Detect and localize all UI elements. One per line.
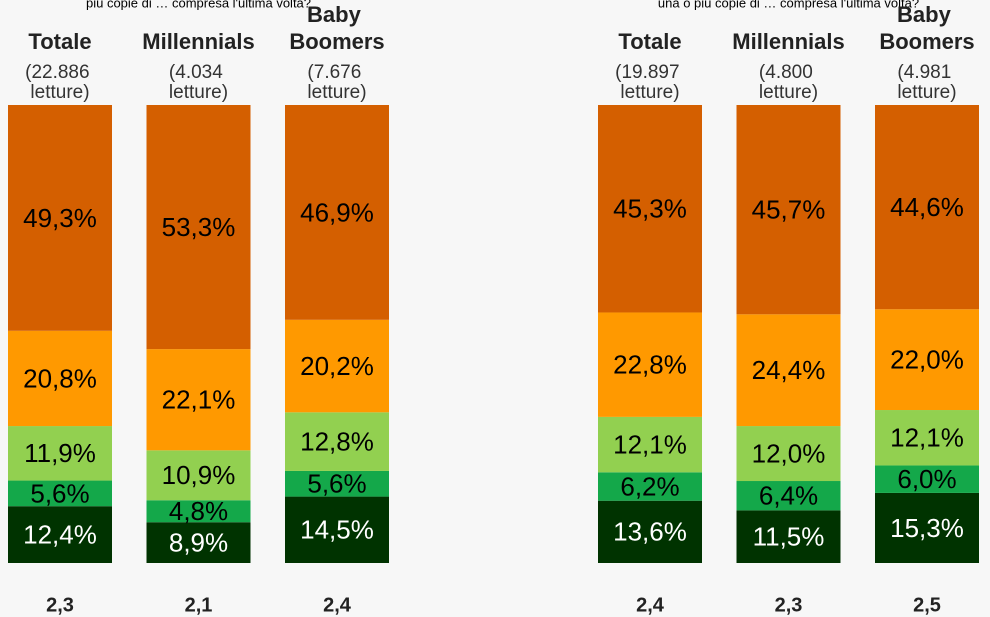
value-label: 12,4%	[23, 519, 97, 549]
bar-segment	[8, 426, 112, 481]
category-label: Baby Boomers	[879, 2, 974, 54]
bar-segment	[875, 492, 979, 563]
value-label: 53,3%	[162, 212, 236, 242]
sublabel: (4.034 letture)	[169, 62, 228, 103]
bar-segment	[598, 472, 702, 501]
value-label: 15,3%	[890, 513, 964, 543]
sublabel: (4.800 letture)	[759, 62, 818, 103]
value-label: 11,9%	[24, 438, 96, 468]
subtitle: più copie di … compresa l'ultima volta?	[86, 0, 311, 10]
value-label: 12,8%	[300, 427, 374, 457]
value-label: 22,0%	[890, 345, 964, 375]
total-label: 2,4	[323, 594, 352, 616]
total-label: 2,1	[185, 594, 213, 616]
category-label: Totale	[28, 29, 91, 54]
bar-segment	[875, 410, 979, 466]
value-label: 46,9%	[300, 197, 374, 227]
sublabel: (4.981 letture)	[897, 62, 956, 103]
value-label: 45,3%	[613, 194, 687, 224]
value-label: 4,8%	[169, 496, 228, 526]
value-label: 12,0%	[752, 438, 826, 468]
value-label: 45,7%	[752, 195, 826, 225]
bar-segment	[146, 349, 251, 451]
value-label: 22,8%	[613, 350, 687, 380]
value-label: 5,6%	[30, 478, 89, 508]
sublabel: (19.897 letture)	[615, 62, 685, 103]
total-label: 2,3	[46, 594, 74, 616]
category-label: Totale	[618, 29, 681, 54]
total-label: 2,3	[775, 594, 803, 616]
total-label: 2,5	[913, 594, 941, 616]
bar-segment	[285, 105, 389, 320]
bar-segment	[285, 496, 389, 563]
bar-segment	[736, 481, 841, 511]
subtitle: una o più copie di … compresa l'ultima v…	[658, 0, 919, 10]
value-label: 24,4%	[752, 355, 826, 385]
bar-segment	[8, 105, 112, 331]
value-label: 11,5%	[753, 522, 825, 552]
value-label: 20,2%	[300, 351, 374, 381]
bar-segment	[8, 480, 112, 507]
bar-segment	[285, 319, 389, 413]
bar-segment	[8, 330, 112, 427]
category-label: Millennials	[732, 29, 844, 54]
bar-segment	[598, 312, 702, 417]
bar-segment	[146, 522, 251, 563]
bar-segment	[146, 500, 251, 523]
bar-segment	[875, 105, 979, 310]
bar-segment	[285, 470, 389, 497]
value-label: 6,2%	[620, 471, 679, 501]
value-label: 12,1%	[613, 429, 687, 459]
category-label: Baby Boomers	[289, 2, 384, 54]
value-label: 10,9%	[162, 460, 236, 490]
bar-segment	[598, 416, 702, 473]
bar-segment	[8, 506, 112, 563]
sublabel: (22.886 letture)	[25, 62, 95, 103]
value-label: 6,4%	[759, 481, 818, 511]
sublabel: (7.676 letture)	[307, 62, 366, 103]
bar-segment	[875, 309, 979, 411]
bar-segment	[285, 412, 389, 471]
bar-segment	[736, 426, 841, 482]
value-label: 14,5%	[300, 515, 374, 545]
bar-segment	[146, 105, 251, 350]
bar-segment	[736, 314, 841, 427]
value-label: 49,3%	[23, 203, 97, 233]
bar-segment	[146, 450, 251, 501]
bar-segment	[598, 105, 702, 313]
value-label: 22,1%	[162, 385, 236, 415]
bar-segment	[736, 105, 841, 315]
bar-segment	[598, 500, 702, 563]
value-label: 44,6%	[890, 192, 964, 222]
total-label: 2,4	[636, 594, 665, 616]
category-label: Millennials	[142, 29, 254, 54]
value-label: 20,8%	[23, 363, 97, 393]
bar-segment	[875, 465, 979, 493]
bar-segment	[736, 510, 841, 563]
value-label: 8,9%	[169, 527, 228, 557]
value-label: 13,6%	[613, 517, 687, 547]
value-label: 6,0%	[897, 464, 956, 494]
value-label: 5,6%	[307, 469, 366, 499]
value-label: 12,1%	[890, 423, 964, 453]
